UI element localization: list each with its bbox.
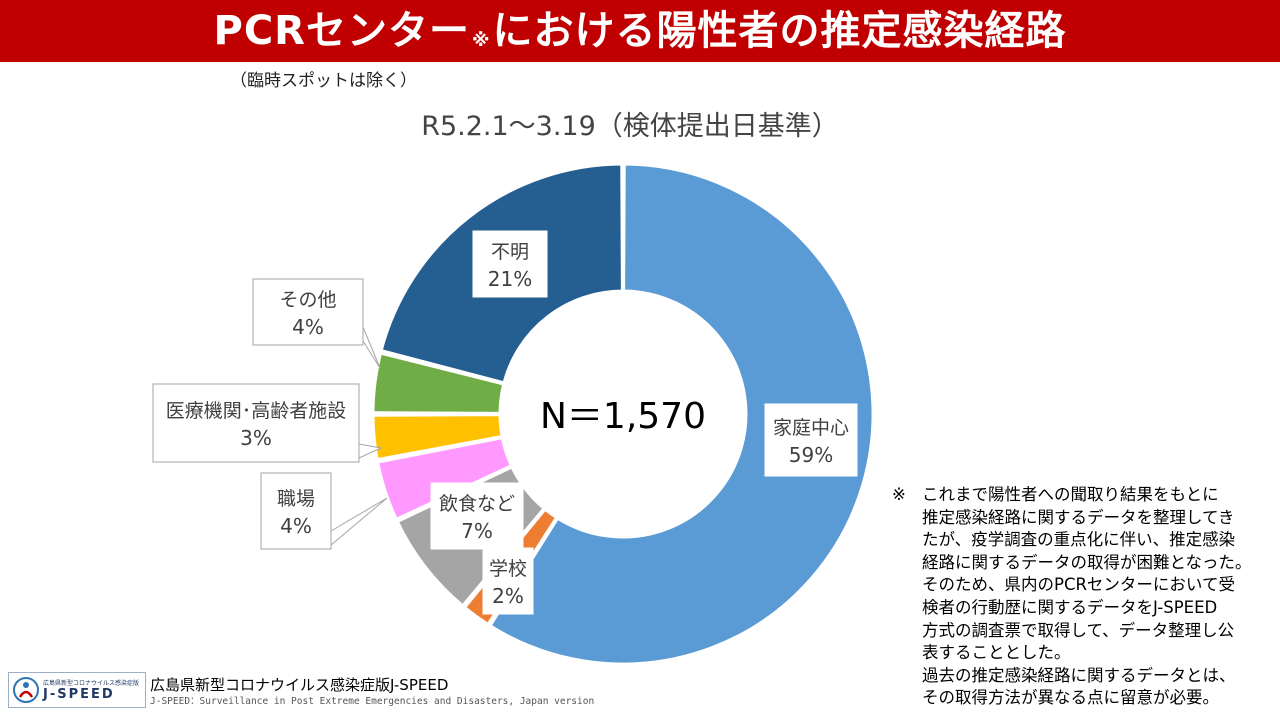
footer-organization: 広島県新型コロナウイルス感染症版J-SPEED [150,676,449,694]
center-total-label: N＝1,570 [540,396,706,437]
slice-category-label: その他 [279,289,336,311]
slice-label-4: 職場 4% [260,472,388,550]
slice-percent-label: 4% [280,514,312,538]
title-footnote-mark: ※ [471,30,491,51]
slice-percent-label: 3% [240,426,272,450]
slice-category-label: 医療機関･高齢者施設 [166,400,347,422]
label-box [260,472,332,550]
label-box [152,383,360,463]
slice-label-5: 医療機関･高齢者施設 3% [152,383,383,463]
label-box [764,403,858,477]
slice-percent-label: 2% [492,584,524,608]
slice-label-2: 学校 2% [482,547,534,615]
label-box [472,230,548,298]
slice-percent-label: 7% [461,519,493,543]
slice-4 [375,435,514,522]
slice-percent-label: 4% [292,315,324,339]
slice-percent-label: 59% [789,443,833,467]
logo-emblem-icon [13,677,39,703]
callout-leader [330,497,388,547]
footer-subtitle: J-SPEED：Surveillance in Post Extreme Eme… [150,696,595,707]
callout-leader [362,326,381,369]
slice-label-7: 不明 21% [472,230,548,298]
label-box [430,482,524,550]
slice-label-6: その他 4% [252,278,381,369]
footnote-text: これまで陽性者への聞取り結果をもとに 推定感染経路に関するデータを整理してき た… [922,485,1252,708]
slice-label-3: 飲食など 7% [430,482,524,550]
slice-6 [371,351,506,415]
slice-category-label: 不明 [491,241,529,263]
label-box [482,547,534,615]
slice-category-label: 飲食など [439,493,515,515]
footnote: ※ これまで陽性者への聞取り結果をもとに 推定感染経路に関するデータを整理してき… [892,484,1276,710]
slice-category-label: 職場 [277,488,315,510]
footnote-mark: ※ [892,485,906,504]
slice-percent-label: 21% [488,267,532,291]
logo-wordmark: J-SPEED [43,687,115,702]
slice-category-label: 家庭中心 [773,417,849,439]
jspeed-logo: 広島県新型コロナウイルス感染症版 J-SPEED [8,672,146,708]
title-subnote: （臨時スポットは除く） [230,71,417,91]
logo-caption: 広島県新型コロナウイルス感染症版 [43,680,140,687]
label-box [252,278,364,346]
slice-1 [488,162,875,666]
chart-title: R5.2.1～3.19（検体提出日基準） [421,111,839,142]
slice-label-1: 家庭中心 59% [764,403,858,477]
page-title: PCRセンター ※における陽性者の推定感染経路 [213,8,1067,54]
slice-category-label: 学校 [489,558,527,580]
title-banner: PCRセンター ※における陽性者の推定感染経路 [0,0,1280,62]
